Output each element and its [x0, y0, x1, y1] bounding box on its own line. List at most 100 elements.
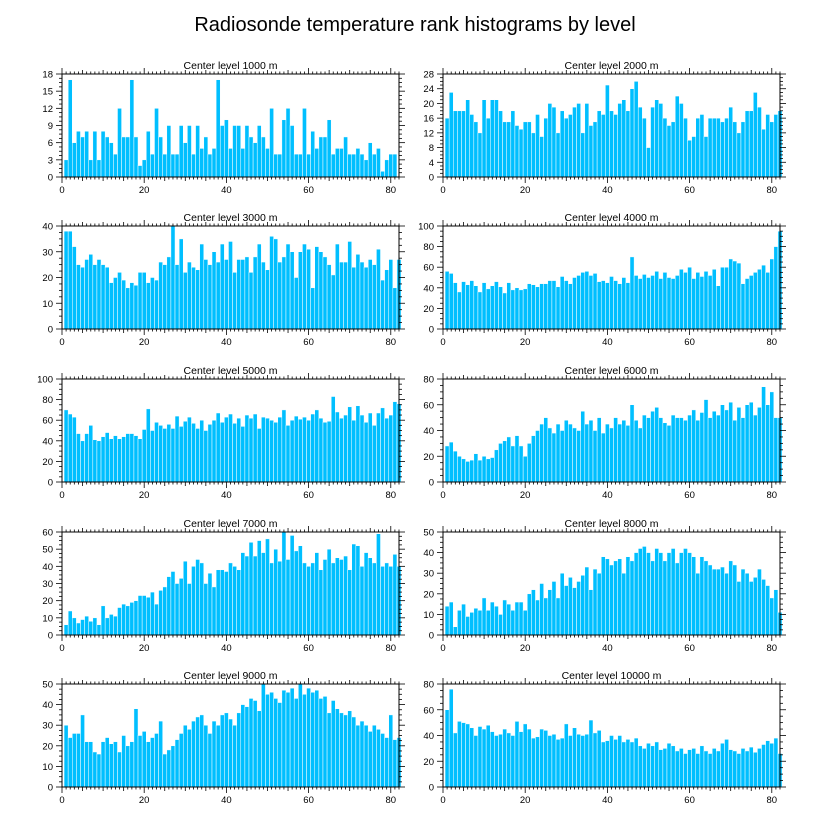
histogram-bar	[343, 136, 348, 178]
histogram-bar	[376, 248, 381, 330]
histogram-bar	[769, 391, 775, 483]
histogram-bar	[539, 583, 544, 636]
histogram-bar	[658, 417, 664, 483]
histogram-bar	[166, 256, 172, 330]
histogram-bar	[178, 426, 184, 483]
histogram-bar	[518, 128, 524, 178]
histogram-bar	[146, 741, 151, 788]
histogram-bar	[84, 615, 89, 636]
histogram-bar	[322, 696, 328, 788]
panel-title: Center level 6000 m	[565, 365, 659, 377]
histogram-bar	[232, 125, 237, 178]
histogram-bar	[80, 619, 85, 636]
histogram-bar	[568, 735, 573, 788]
histogram-bar	[80, 440, 85, 483]
histogram-bar	[539, 136, 544, 178]
histogram-bar	[388, 566, 394, 636]
histogram-bar	[461, 722, 466, 788]
histogram-bar	[376, 412, 381, 483]
histogram-bar	[535, 736, 540, 788]
histogram-bar	[326, 119, 332, 178]
histogram-bar	[621, 419, 627, 483]
histogram-bar	[609, 276, 614, 330]
histogram-bar	[498, 733, 503, 788]
histogram-panel: Center level 1000 m 0 20 40 60 80 0 3 6 9 12 15 18	[42, 60, 405, 196]
histogram-bar	[695, 117, 701, 178]
y-tick-label: 9	[48, 121, 53, 132]
histogram-bar	[584, 566, 590, 636]
histogram-bar	[605, 282, 610, 330]
histogram-bar	[465, 461, 470, 483]
histogram-bar	[347, 710, 352, 788]
histogram-bar	[335, 557, 340, 636]
x-tick-label: 40	[602, 643, 613, 654]
histogram-bar	[633, 81, 639, 178]
histogram-bar	[248, 272, 254, 330]
histogram-bar	[711, 410, 717, 483]
histogram-bar	[182, 142, 188, 178]
y-tick-label: 10	[423, 610, 434, 621]
x-tick-label: 40	[602, 185, 613, 196]
histogram-bar	[67, 737, 73, 788]
histogram-bar	[150, 591, 155, 636]
histogram-bar	[588, 589, 594, 636]
histogram-bar	[244, 125, 250, 178]
histogram-bar	[711, 269, 717, 330]
histogram-bar	[117, 607, 122, 636]
histogram-bar	[121, 735, 126, 788]
histogram-bar	[761, 579, 766, 636]
histogram-bar	[224, 416, 229, 483]
histogram-bar	[531, 284, 536, 330]
histogram-bar	[392, 153, 398, 178]
histogram-bar	[568, 114, 573, 178]
histogram-bar	[109, 743, 114, 788]
histogram-bar	[392, 739, 398, 788]
histogram-bar	[302, 108, 307, 178]
histogram-bar	[674, 95, 680, 178]
histogram-bar	[744, 750, 750, 788]
histogram-bar	[298, 153, 303, 178]
histogram-bar	[572, 587, 577, 636]
histogram-bar	[178, 733, 184, 788]
histogram-bar	[642, 117, 647, 178]
histogram-bar	[740, 748, 746, 788]
histogram-bar	[551, 733, 557, 788]
histogram-bar	[448, 601, 454, 636]
y-tick-label: 40	[423, 548, 434, 559]
x-tick-label: 40	[602, 795, 613, 806]
histogram-bar	[596, 417, 602, 483]
histogram-bar	[600, 556, 606, 636]
x-tick-label: 0	[59, 185, 64, 196]
histogram-bar	[310, 130, 316, 178]
histogram-bar	[384, 562, 389, 636]
panel-title: Center level 8000 m	[565, 518, 659, 530]
histogram-bar	[720, 121, 725, 178]
histogram-bar	[203, 724, 209, 788]
histogram-bar	[748, 110, 754, 178]
histogram-bar	[265, 694, 270, 788]
histogram-bar	[343, 414, 348, 483]
histogram-bar	[547, 589, 553, 636]
histogram-bar	[580, 132, 586, 178]
histogram-bar	[658, 103, 664, 178]
histogram-bar	[256, 540, 262, 636]
histogram-bar	[195, 269, 200, 330]
histogram-bar	[88, 621, 94, 636]
histogram-bar	[514, 721, 520, 788]
histogram-bar	[473, 285, 479, 330]
histogram-bar	[518, 731, 524, 788]
panel-title: Center level 1000 m	[184, 60, 278, 72]
histogram-bar	[600, 432, 606, 483]
histogram-bar	[187, 729, 192, 788]
histogram-bar	[588, 275, 594, 330]
histogram-bar	[363, 422, 369, 483]
histogram-bar	[310, 413, 316, 483]
y-tick-label: 12	[42, 104, 53, 115]
histogram-bar	[84, 433, 89, 483]
histogram-bar	[473, 607, 479, 636]
histogram-bar	[563, 419, 569, 483]
histogram-bar	[154, 733, 159, 788]
histogram-bar	[380, 279, 385, 330]
histogram-bar	[302, 562, 307, 636]
x-tick-label: 0	[440, 490, 445, 501]
